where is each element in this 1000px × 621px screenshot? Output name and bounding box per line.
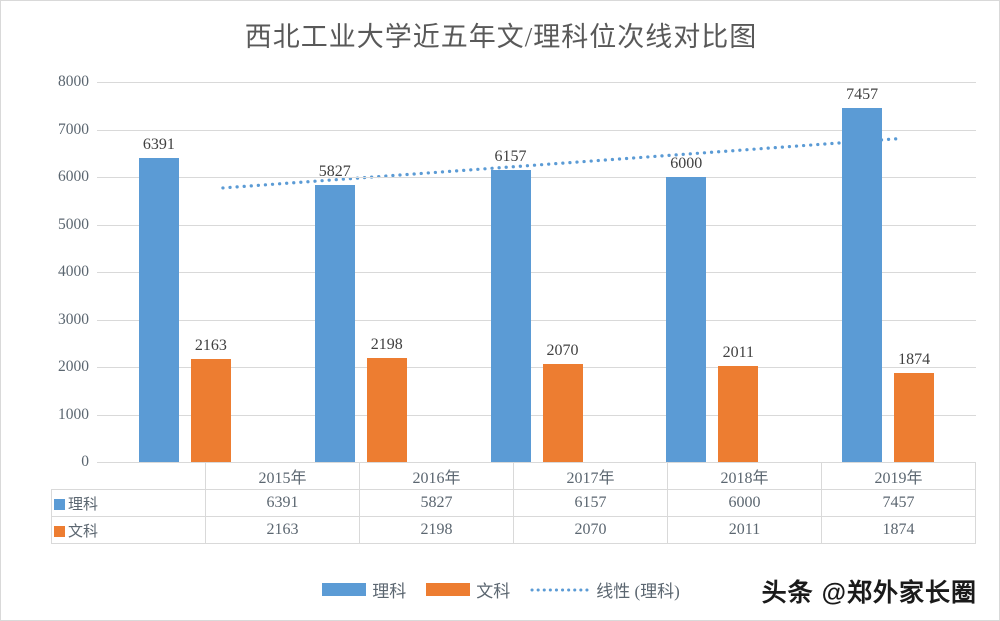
table-data-cell: 5827 bbox=[359, 489, 514, 517]
table-data-cell: 2070 bbox=[513, 516, 668, 544]
y-axis-tick-label: 0 bbox=[81, 453, 89, 470]
table-header-cell: 2019年 bbox=[821, 462, 976, 490]
watermark: 头条 @郑外家长圈 bbox=[761, 579, 977, 607]
bar-文科-2018年[interactable] bbox=[718, 366, 759, 462]
y-axis-tick-label: 8000 bbox=[58, 73, 89, 90]
gridline bbox=[97, 129, 976, 131]
legend-item-理科[interactable]: 理科 bbox=[322, 577, 406, 602]
bar-value-label: 2163 bbox=[194, 337, 227, 355]
table-row: 理科 6391 5827 6157 6000 7457 bbox=[51, 489, 976, 517]
bar-value-label: 7457 bbox=[846, 85, 879, 103]
table-row-label: 理科 bbox=[51, 489, 206, 517]
table-row: 文科 2163 2198 2070 2011 1874 bbox=[51, 516, 976, 544]
legend-color-box-icon bbox=[426, 583, 471, 596]
chart-legend: 理科 文科 线性 (理科) bbox=[1, 577, 999, 602]
bar-value-label: 2070 bbox=[546, 341, 579, 359]
bar-value-label: 1874 bbox=[898, 350, 931, 368]
data-table: 2015年 2016年 2017年 2018年 2019年 理科 6391 5827 6157 6… bbox=[51, 462, 976, 544]
gridline bbox=[97, 414, 976, 416]
gridline bbox=[97, 224, 976, 226]
legend-item-文科[interactable]: 文科 bbox=[426, 577, 510, 602]
table-data-cell: 2163 bbox=[205, 516, 360, 544]
table-header-row: 2015年 2016年 2017年 2018年 2019年 bbox=[52, 462, 976, 490]
bar-value-label: 2198 bbox=[370, 335, 403, 353]
gridline bbox=[97, 82, 976, 83]
bar-理科-2017年[interactable] bbox=[490, 169, 531, 462]
bar-value-label: 5827 bbox=[318, 163, 351, 181]
y-axis-tick-label: 2000 bbox=[58, 358, 89, 375]
gridline bbox=[97, 272, 976, 273]
table-data-cell: 6157 bbox=[513, 489, 668, 517]
bar-文科-2017年[interactable] bbox=[542, 363, 583, 462]
legend-label: 文科 bbox=[476, 582, 511, 601]
legend-color-box-icon bbox=[322, 583, 367, 596]
series-color-swatch-icon bbox=[54, 498, 65, 510]
gridline bbox=[97, 319, 976, 321]
table-data-cell: 2198 bbox=[359, 516, 514, 544]
bar-理科-2015年[interactable] bbox=[138, 158, 179, 462]
y-axis: 0 1000 2000 3000 4000 5000 6000 7000 8000 bbox=[27, 73, 89, 470]
bar-理科-2016年[interactable] bbox=[314, 185, 355, 462]
legend-label: 线性 (理科) bbox=[596, 582, 680, 601]
bar-文科-2019年[interactable] bbox=[894, 373, 935, 462]
gridline bbox=[97, 177, 976, 178]
table-header-cell: 2016年 bbox=[359, 462, 514, 490]
y-axis-tick-label: 5000 bbox=[58, 215, 89, 233]
y-axis-tick-label: 1000 bbox=[58, 405, 89, 423]
table-data-cell: 6000 bbox=[667, 489, 822, 517]
bar-文科-2015年[interactable] bbox=[190, 359, 231, 462]
bar-value-label: 6000 bbox=[670, 155, 703, 172]
table-data-cell: 2011 bbox=[667, 516, 822, 544]
gridline bbox=[97, 367, 976, 368]
bar-value-label: 6391 bbox=[142, 136, 175, 154]
bar-理科-2018年[interactable] bbox=[666, 177, 707, 462]
table-data-cell: 1874 bbox=[821, 516, 976, 544]
y-axis-tick-label: 7000 bbox=[58, 120, 89, 138]
table-row-label: 文科 bbox=[51, 516, 206, 544]
bar-文科-2016年[interactable] bbox=[366, 357, 407, 462]
table-header-cell: 2017年 bbox=[513, 462, 668, 490]
legend-item-线性 (理科)[interactable]: 线性 (理科) bbox=[530, 577, 680, 602]
table-header-cell: 2018年 bbox=[667, 462, 822, 490]
table-corner-cell bbox=[52, 463, 206, 490]
y-axis-tick-label: 6000 bbox=[58, 168, 89, 185]
series-color-swatch-icon bbox=[54, 525, 65, 537]
bar-理科-2019年[interactable] bbox=[842, 107, 883, 462]
chart-title: 西北工业大学近五年文/理科位次线对比图 bbox=[244, 22, 758, 52]
table-header-cell: 2015年 bbox=[205, 462, 360, 490]
table-data-cell: 6391 bbox=[205, 489, 360, 517]
table-data-cell: 7457 bbox=[821, 489, 976, 517]
y-axis-tick-label: 3000 bbox=[58, 310, 89, 328]
legend-dotted-line-icon bbox=[530, 588, 590, 592]
bar-value-label: 6157 bbox=[494, 147, 527, 165]
y-axis-tick-label: 4000 bbox=[58, 263, 89, 280]
legend-label: 理科 bbox=[372, 582, 407, 601]
bar-value-label: 2011 bbox=[722, 344, 754, 362]
plot-area: 6391 2163 5827 2198 6157 2070 6000 2011 7457 1874 bbox=[97, 82, 976, 463]
